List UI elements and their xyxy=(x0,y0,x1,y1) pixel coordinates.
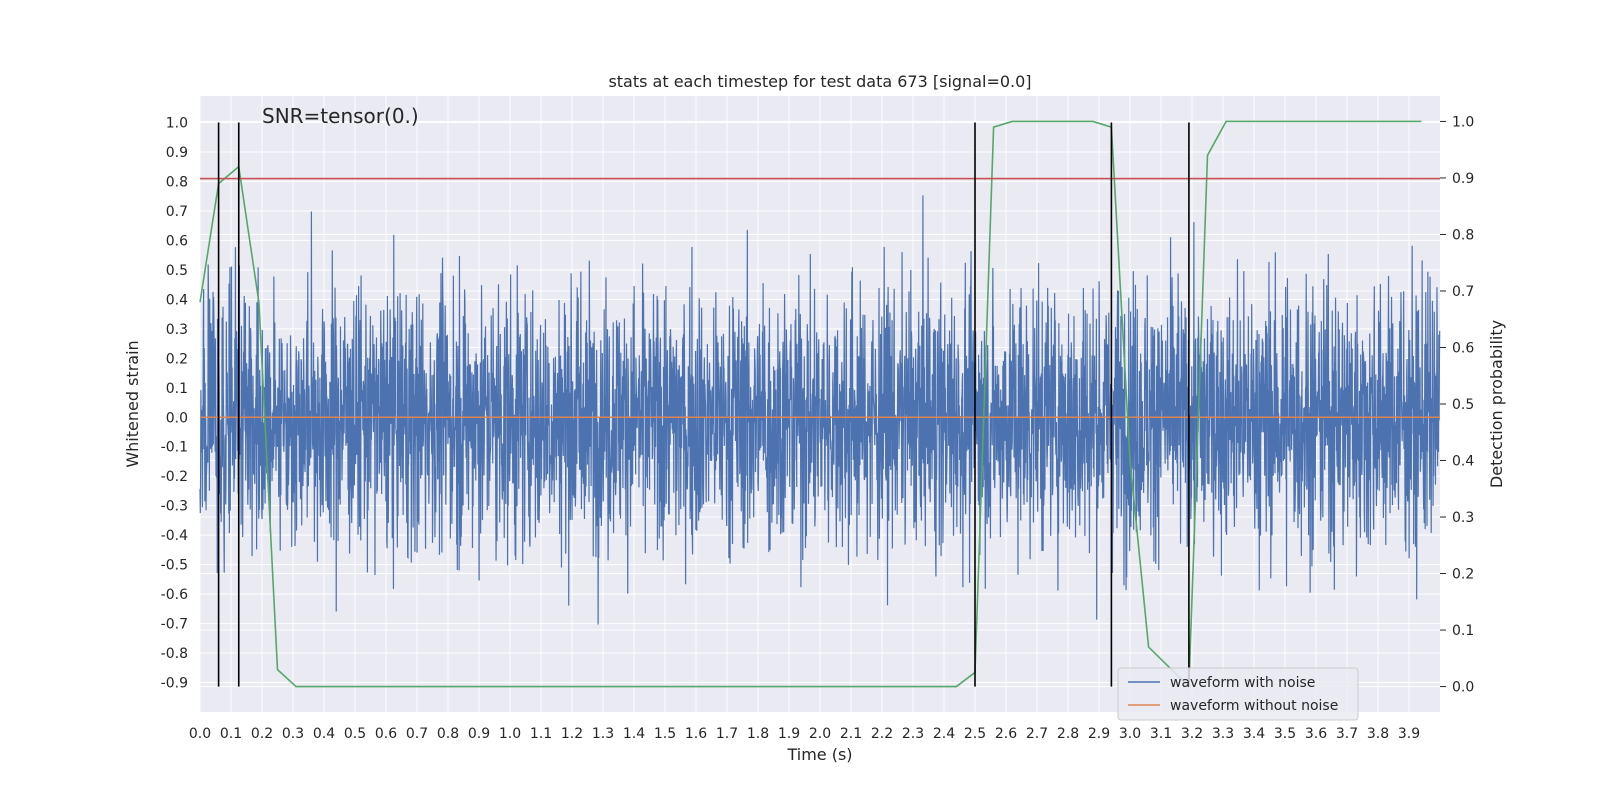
x-tick-label: 0.0 xyxy=(189,726,211,742)
x-tick-label: 0.9 xyxy=(468,726,490,742)
y-tick-label: 0.0 xyxy=(166,410,188,426)
legend-label-noise: waveform with noise xyxy=(1170,675,1315,691)
y2-axis-label: Detection probability xyxy=(1487,320,1506,488)
x-tick-label: 3.2 xyxy=(1181,726,1203,742)
x-tick-label: 2.0 xyxy=(809,726,831,742)
detection-markers xyxy=(217,122,1190,687)
x-tick-label: 2.5 xyxy=(964,726,986,742)
x-tick-label: 2.6 xyxy=(995,726,1017,742)
x-tick-label: 1.9 xyxy=(778,726,800,742)
y2-tick-label: 0.4 xyxy=(1452,454,1474,470)
y2-tick-label: 0.8 xyxy=(1452,227,1474,243)
y2-tick-label: 0.1 xyxy=(1452,623,1474,639)
y-tick-label: 1.0 xyxy=(166,116,188,132)
x-axis-label: Time (s) xyxy=(786,745,852,764)
x-tick-label: 2.7 xyxy=(1026,726,1048,742)
x-tick-label: 1.3 xyxy=(592,726,614,742)
x-tick-label: 1.6 xyxy=(685,726,707,742)
legend: waveform with noise waveform without noi… xyxy=(1117,667,1359,721)
x-tick-label: 3.9 xyxy=(1398,726,1420,742)
x-tick-label: 1.1 xyxy=(530,726,552,742)
x-tick-label: 1.5 xyxy=(654,726,676,742)
y-tick-label: -0.9 xyxy=(161,676,188,692)
y-tick-label: -0.4 xyxy=(161,528,188,544)
y-tick-label: 0.7 xyxy=(166,204,188,220)
grid-lines xyxy=(199,96,1440,712)
x-tick-label: 0.3 xyxy=(282,726,304,742)
y-axis-label: Whitened strain xyxy=(123,340,142,467)
x-tick-label: 2.2 xyxy=(871,726,893,742)
y-tick-label: -0.2 xyxy=(161,469,188,485)
x-tick-label: 3.3 xyxy=(1212,726,1234,742)
x-tick-label: 3.4 xyxy=(1243,726,1265,742)
y-tick-label: -0.6 xyxy=(161,587,188,603)
y2-tick-label: 0.3 xyxy=(1452,510,1474,526)
x-tick-label: 2.8 xyxy=(1057,726,1079,742)
y2-tick-label: 0.6 xyxy=(1452,340,1474,356)
y-tick-label: 0.6 xyxy=(166,233,188,249)
y-tick-label: 0.2 xyxy=(166,351,188,367)
y2-tick-label: 0.5 xyxy=(1452,397,1474,413)
x-tick-label: 1.2 xyxy=(561,726,583,742)
x-tick-label: 0.2 xyxy=(251,726,273,742)
chart-title: stats at each timestep for test data 673… xyxy=(608,72,1031,91)
x-tick-label: 1.7 xyxy=(716,726,738,742)
y-tick-label: 0.3 xyxy=(166,322,188,338)
y-tick-label: -0.1 xyxy=(161,440,188,456)
x-tick-label: 1.8 xyxy=(747,726,769,742)
x-tick-label: 2.3 xyxy=(902,726,924,742)
y2-tick-label: 0.0 xyxy=(1452,680,1474,696)
x-tick-label: 3.1 xyxy=(1150,726,1172,742)
y2-tick-label: 0.2 xyxy=(1452,567,1474,583)
x-tick-label: 3.8 xyxy=(1367,726,1389,742)
legend-label-clean: waveform without noise xyxy=(1170,698,1338,714)
y-tick-label: -0.5 xyxy=(161,558,188,574)
y-tick-label: -0.7 xyxy=(161,617,188,633)
y-tick-label: -0.8 xyxy=(161,646,188,662)
x-tick-label: 0.4 xyxy=(313,726,335,742)
x-tick-label: 3.5 xyxy=(1274,726,1296,742)
x-tick-label: 2.9 xyxy=(1088,726,1110,742)
x-tick-label: 3.0 xyxy=(1119,726,1141,742)
y2-tick-label: 1.0 xyxy=(1452,114,1474,130)
x-tick-label: 2.1 xyxy=(840,726,862,742)
y-tick-label: 0.5 xyxy=(166,263,188,279)
y-tick-label: -0.3 xyxy=(161,499,188,515)
x-tick-label: 0.8 xyxy=(437,726,459,742)
x-tick-label: 0.6 xyxy=(375,726,397,742)
x-tick-label: 3.6 xyxy=(1305,726,1327,742)
tick-labels: 0.0 0.1 0.2 0.3 0.4 0.5 0.6 0.7 0.8 0.9 1.0 1.1 1.2 1… xyxy=(161,114,1475,742)
x-tick-label: 0.7 xyxy=(406,726,428,742)
y-tick-label: 0.4 xyxy=(166,292,188,308)
x-tick-label: 0.1 xyxy=(220,726,242,742)
x-tick-label: 0.5 xyxy=(344,726,366,742)
x-tick-label: 2.4 xyxy=(933,726,955,742)
y-tick-label: 0.9 xyxy=(166,145,188,161)
x-tick-label: 3.7 xyxy=(1336,726,1358,742)
x-tick-label: 1.4 xyxy=(623,726,645,742)
y-tick-label: 0.8 xyxy=(166,174,188,190)
snr-annotation: SNR=tensor(0.) xyxy=(262,104,419,128)
x-tick-label: 1.0 xyxy=(499,726,521,742)
y2-tick-label: 0.7 xyxy=(1452,284,1474,300)
y2-tick-label: 0.9 xyxy=(1452,171,1474,187)
y-tick-label: 0.1 xyxy=(166,381,188,397)
legend-box xyxy=(1117,667,1359,721)
